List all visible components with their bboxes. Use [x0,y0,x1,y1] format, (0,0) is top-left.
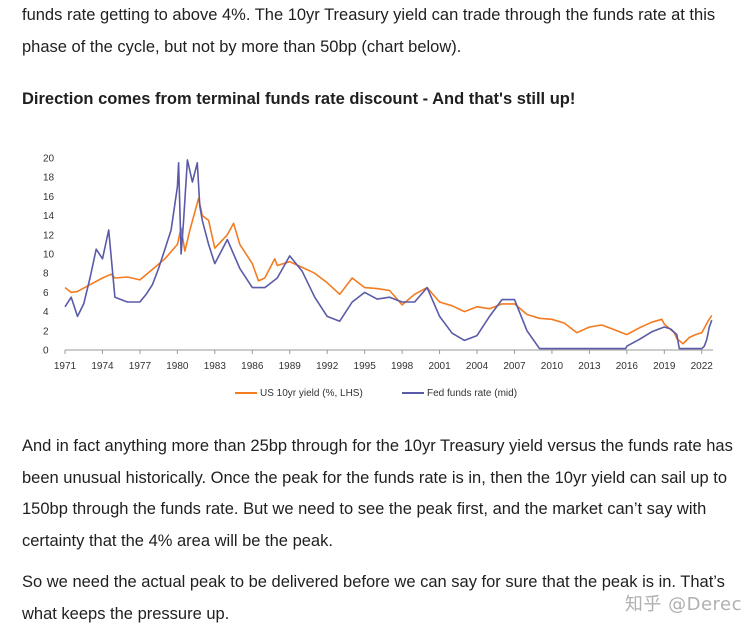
y-tick-label: 16 [43,192,55,203]
y-tick-label: 4 [43,307,49,318]
chart-svg: 0 2 4 6 8 10 12 14 16 18 20 1971 1974 1977 1980 1983 198… [43,154,714,400]
x-tick-label: 1974 [91,361,114,372]
x-tick-label: 1995 [354,361,377,372]
y-tick-label: 20 [43,154,55,165]
x-tick-label: 1986 [241,361,264,372]
y-tick-label: 6 [43,288,49,299]
x-tick-label: 2013 [578,361,601,372]
legend-label-fed-funds-rate: Fed funds rate (mid) [427,388,517,399]
paragraph-analysis: And in fact anything more than 25bp thro… [22,437,733,550]
x-tick-label: 1980 [166,361,189,372]
paragraph-intro: funds rate getting to above 4%. The 10yr… [22,6,716,56]
x-tick-label: 1971 [54,361,77,372]
y-tick-label: 14 [43,211,55,222]
y-tick-label: 0 [43,346,49,357]
x-tick-label: 1992 [316,361,339,372]
x-tick-label: 1983 [204,361,227,372]
chart: 0 2 4 6 8 10 12 14 16 18 20 1971 1974 1977 1980 1983 198… [30,144,730,409]
x-tick-label: 2010 [541,361,564,372]
y-tick-label: 2 [43,326,49,337]
legend-label-us-10yr-yield: US 10yr yield (%, LHS) [260,388,363,399]
paragraph-conclusion: So we need the actual peak to be deliver… [22,573,725,623]
x-tick-label: 2001 [428,361,451,372]
series-line-fed-funds-rate [64,159,713,350]
x-tick-label: 2004 [466,361,489,372]
y-tick-label: 8 [43,269,49,280]
y-tick-label: 12 [43,230,55,241]
x-tick-label: 2019 [653,361,676,372]
y-tick-label: 18 [43,173,55,184]
y-tick-label: 10 [43,250,55,261]
x-tick-label: 1989 [279,361,302,372]
series-line-us-10yr-yield [64,197,713,345]
x-tick-label: 1998 [391,361,414,372]
x-tick-label: 2007 [503,361,526,372]
section-heading: Direction comes from terminal funds rate… [22,90,576,108]
x-tick-label: 2022 [691,361,714,372]
x-tick-label: 1977 [129,361,152,372]
x-tick-label: 2016 [616,361,639,372]
watermark: 知乎 @Derec [624,594,742,615]
